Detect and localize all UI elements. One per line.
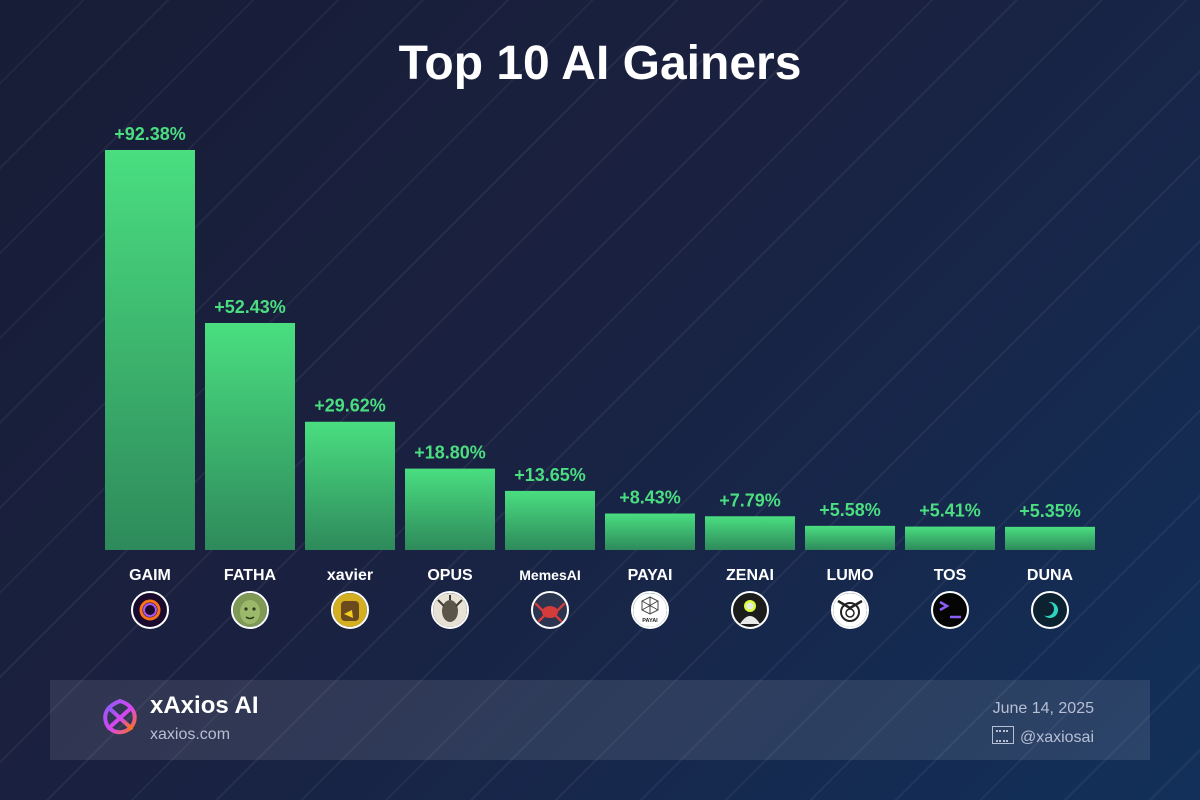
- data-label-duna: +5.35%: [1019, 501, 1081, 521]
- fatha-ape-icon: [231, 591, 269, 629]
- duna-moon-icon: [1031, 591, 1069, 629]
- category-label-memesai: MemesAI: [519, 567, 580, 583]
- chart-title: Top 10 AI Gainers: [398, 37, 802, 90]
- data-label-fatha: +52.43%: [214, 297, 286, 317]
- category-label-zenai: ZENAI: [726, 567, 774, 584]
- bar-lumo: [805, 525, 895, 550]
- tos-terminal-icon: [931, 591, 969, 629]
- report-date: June 14, 2025: [992, 700, 1094, 717]
- bar-opus: [405, 468, 495, 550]
- gaim-ring-icon: [131, 591, 169, 629]
- category-label-fatha: FATHA: [224, 567, 277, 584]
- footer: xAxios AI xaxios.com June 14, 2025 @xaxi…: [50, 680, 1150, 760]
- lumo-owl-icon: [831, 591, 869, 629]
- social-handle-text: @xaxiosai: [1019, 729, 1094, 746]
- data-label-lumo: +5.58%: [819, 500, 881, 520]
- bar-gaim: [105, 150, 195, 550]
- category-label-xavier: xavier: [327, 567, 373, 584]
- bar-chart: +92.38% GAIM +52.43% FATHA +29.62% xavier +18.…: [105, 124, 1095, 629]
- payai-cube-icon: PAYAI: [631, 591, 669, 629]
- data-label-xavier: +29.62%: [314, 396, 386, 416]
- bar-duna: [1005, 526, 1095, 550]
- data-label-opus: +18.80%: [414, 443, 486, 463]
- category-label-lumo: LUMO: [826, 567, 873, 584]
- social-handle[interactable]: @xaxiosai: [991, 726, 1094, 747]
- brand-name: xAxios AI: [150, 692, 259, 719]
- payai-icon-text: PAYAI: [642, 618, 658, 624]
- data-label-payai: +8.43%: [619, 487, 681, 507]
- category-label-tos: TOS: [934, 567, 967, 584]
- bar-memesai: [505, 490, 595, 550]
- zenai-figure-icon: [731, 591, 769, 629]
- xavier-duck-icon: [331, 591, 369, 629]
- bar-zenai: [705, 516, 795, 550]
- bar-payai: [605, 513, 695, 550]
- category-label-gaim: GAIM: [129, 567, 171, 584]
- xaxios-logo-icon: [103, 698, 137, 735]
- brand-url[interactable]: xaxios.com: [150, 726, 231, 743]
- data-label-gaim: +92.38%: [114, 124, 186, 144]
- opus-statue-icon: [431, 591, 469, 629]
- bar-tos: [905, 526, 995, 550]
- memesai-crab-icon: [531, 591, 569, 629]
- x-social-icon: [991, 726, 1014, 744]
- category-label-opus: OPUS: [427, 567, 473, 584]
- category-label-payai: PAYAI: [628, 567, 673, 584]
- bar-fatha: [205, 322, 295, 550]
- data-label-memesai: +13.65%: [514, 465, 586, 485]
- category-label-duna: DUNA: [1027, 567, 1074, 584]
- bar-xavier: [305, 421, 395, 550]
- data-label-zenai: +7.79%: [719, 490, 781, 510]
- data-label-tos: +5.41%: [919, 501, 981, 521]
